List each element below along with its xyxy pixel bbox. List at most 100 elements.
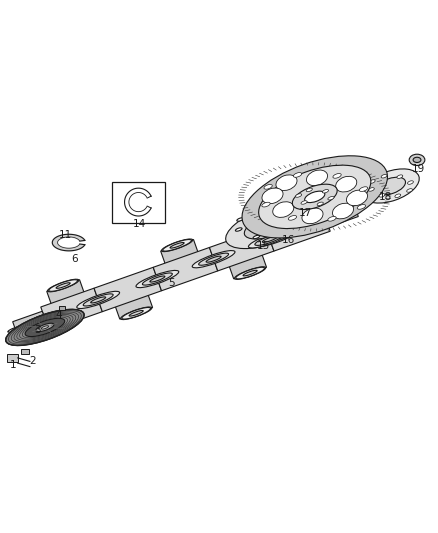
Ellipse shape <box>301 201 307 204</box>
Ellipse shape <box>120 307 152 320</box>
Ellipse shape <box>36 323 54 332</box>
Ellipse shape <box>162 239 191 251</box>
Ellipse shape <box>136 270 179 288</box>
Bar <box>7 354 18 362</box>
Text: 17: 17 <box>299 208 312 219</box>
Text: 2: 2 <box>29 357 36 366</box>
Ellipse shape <box>381 174 387 178</box>
Polygon shape <box>161 239 202 275</box>
Ellipse shape <box>363 169 419 203</box>
Ellipse shape <box>346 190 367 206</box>
Ellipse shape <box>409 154 425 166</box>
Ellipse shape <box>255 233 285 245</box>
Ellipse shape <box>37 316 53 322</box>
Ellipse shape <box>296 194 302 197</box>
Bar <box>21 349 29 353</box>
Text: 3: 3 <box>34 325 40 335</box>
Polygon shape <box>153 247 218 291</box>
Ellipse shape <box>142 273 172 285</box>
Ellipse shape <box>307 170 328 185</box>
Text: 15: 15 <box>257 240 270 251</box>
Text: 6: 6 <box>71 254 78 264</box>
Ellipse shape <box>283 212 290 215</box>
Ellipse shape <box>91 297 106 303</box>
Ellipse shape <box>235 228 242 231</box>
Ellipse shape <box>305 211 347 228</box>
Polygon shape <box>52 235 85 251</box>
Ellipse shape <box>206 256 221 262</box>
Ellipse shape <box>322 190 328 193</box>
Bar <box>113 182 165 223</box>
Ellipse shape <box>198 253 229 265</box>
Text: 4: 4 <box>56 310 62 320</box>
Ellipse shape <box>236 267 265 279</box>
Ellipse shape <box>244 211 298 239</box>
Ellipse shape <box>357 205 366 209</box>
Ellipse shape <box>336 176 357 192</box>
Ellipse shape <box>300 219 307 222</box>
Ellipse shape <box>24 310 66 327</box>
Ellipse shape <box>332 203 353 219</box>
Polygon shape <box>94 267 162 312</box>
Ellipse shape <box>359 187 367 191</box>
Polygon shape <box>209 228 274 271</box>
Ellipse shape <box>8 326 23 332</box>
Ellipse shape <box>306 188 312 192</box>
Ellipse shape <box>162 239 193 252</box>
Ellipse shape <box>369 180 375 183</box>
Ellipse shape <box>395 194 401 198</box>
Polygon shape <box>41 288 102 330</box>
Ellipse shape <box>262 236 277 243</box>
Ellipse shape <box>41 326 49 329</box>
Ellipse shape <box>305 191 325 203</box>
Ellipse shape <box>226 202 317 248</box>
Polygon shape <box>111 284 152 319</box>
Ellipse shape <box>237 218 244 221</box>
Ellipse shape <box>122 308 151 319</box>
Text: 18: 18 <box>378 192 392 202</box>
Ellipse shape <box>25 318 65 336</box>
Ellipse shape <box>262 202 270 207</box>
Ellipse shape <box>262 188 283 204</box>
Polygon shape <box>225 244 267 279</box>
Ellipse shape <box>311 213 341 225</box>
Ellipse shape <box>49 280 78 292</box>
Ellipse shape <box>259 165 371 229</box>
Ellipse shape <box>248 231 291 248</box>
Ellipse shape <box>299 229 306 232</box>
Ellipse shape <box>234 267 266 279</box>
Ellipse shape <box>264 184 272 189</box>
Ellipse shape <box>83 294 113 306</box>
Ellipse shape <box>328 216 336 221</box>
Ellipse shape <box>47 279 79 292</box>
Ellipse shape <box>407 181 413 184</box>
Ellipse shape <box>317 202 323 206</box>
Polygon shape <box>13 311 48 337</box>
Ellipse shape <box>129 311 143 316</box>
Polygon shape <box>266 208 330 251</box>
Ellipse shape <box>413 157 421 163</box>
Ellipse shape <box>293 173 302 177</box>
Ellipse shape <box>376 177 406 195</box>
Ellipse shape <box>56 282 70 288</box>
Ellipse shape <box>242 156 388 238</box>
Ellipse shape <box>292 184 337 209</box>
Ellipse shape <box>302 208 323 224</box>
Text: 19: 19 <box>412 165 425 174</box>
Ellipse shape <box>273 202 294 217</box>
Ellipse shape <box>379 193 385 197</box>
Ellipse shape <box>243 270 257 276</box>
Bar <box>59 306 65 310</box>
Ellipse shape <box>288 215 297 220</box>
Polygon shape <box>323 201 358 227</box>
Ellipse shape <box>328 197 334 200</box>
Ellipse shape <box>77 292 120 309</box>
Ellipse shape <box>253 235 260 239</box>
Ellipse shape <box>318 216 334 222</box>
Ellipse shape <box>279 236 286 239</box>
Ellipse shape <box>397 175 403 179</box>
Ellipse shape <box>407 189 413 192</box>
Ellipse shape <box>333 174 341 178</box>
Text: 5: 5 <box>168 278 174 288</box>
Ellipse shape <box>256 211 263 214</box>
